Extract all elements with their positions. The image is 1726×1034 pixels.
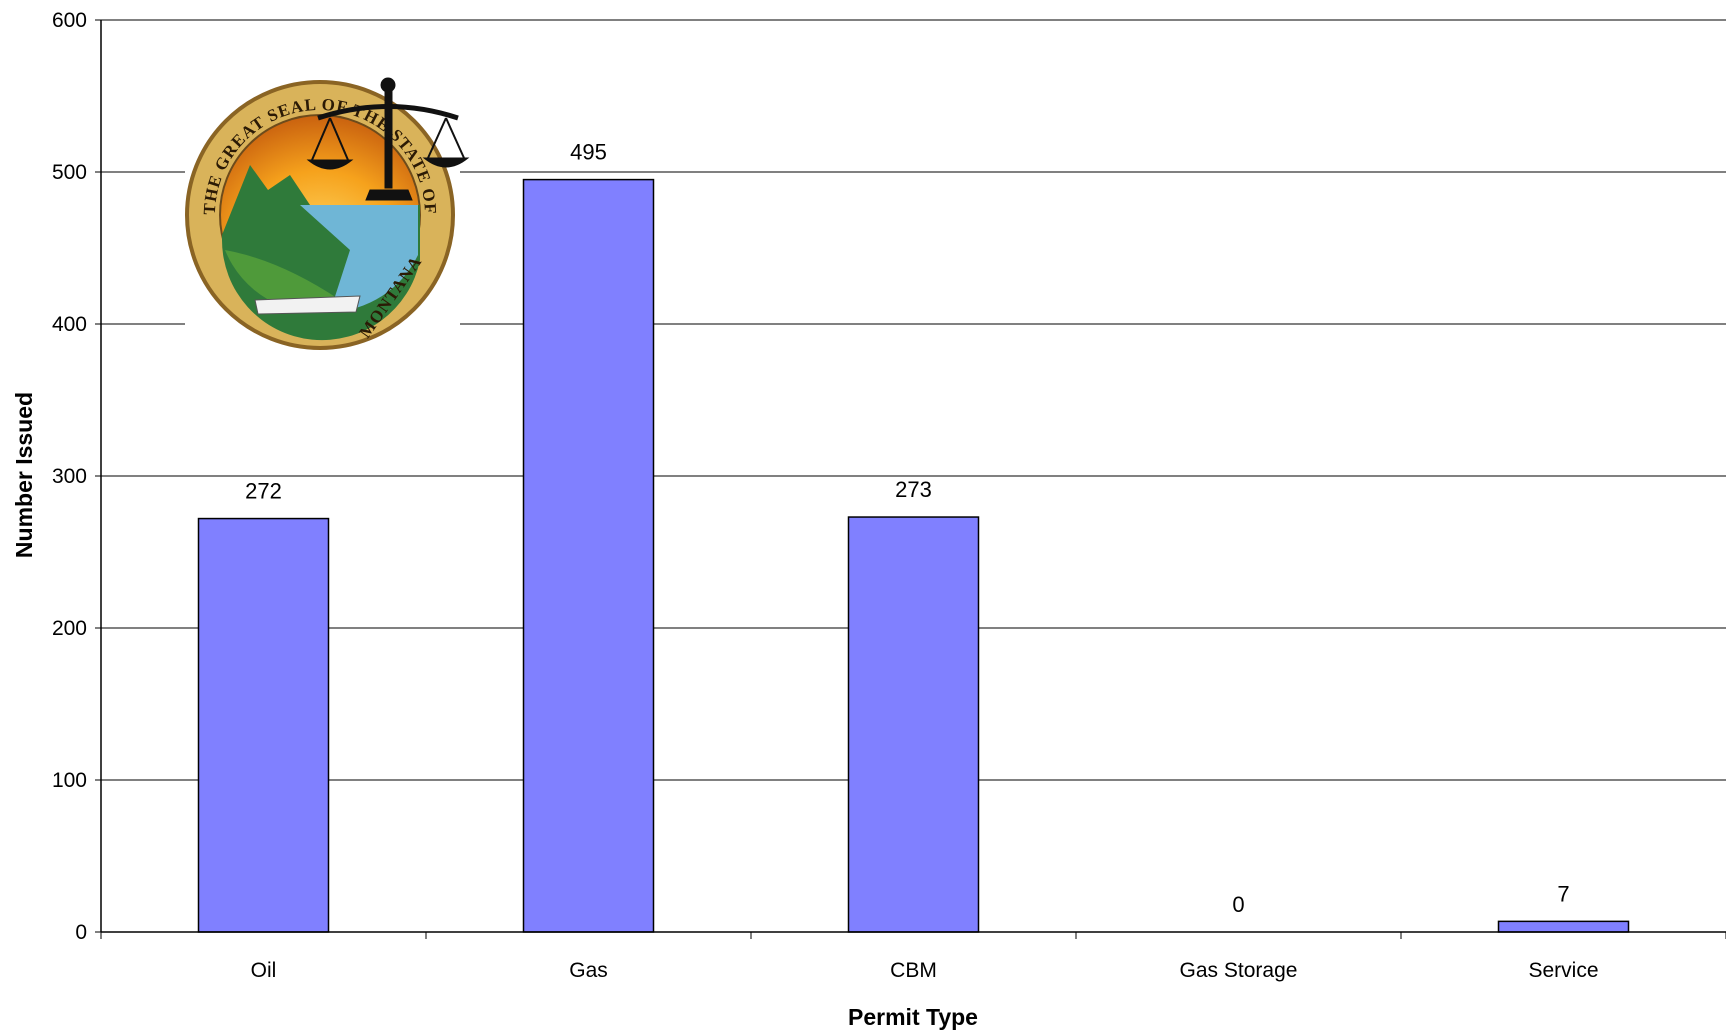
x-tick-label: Gas [569, 959, 608, 982]
y-tick-label: 600 [52, 9, 87, 32]
x-tick-label: Oil [251, 959, 277, 982]
y-tick-label: 300 [52, 465, 87, 488]
bar-oil [197, 517, 330, 933]
bars [197, 178, 1630, 933]
x-tick-label: Gas Storage [1180, 959, 1298, 982]
y-tick-label: 200 [52, 617, 87, 640]
y-tick-label: 400 [52, 313, 87, 336]
y-tick-label: 100 [52, 769, 87, 792]
y-tick-label: 0 [75, 921, 87, 944]
axes [95, 19, 1726, 939]
bar-service [1497, 920, 1630, 933]
data-label: 7 [1557, 881, 1569, 906]
x-tick-label: CBM [890, 959, 937, 982]
bar-gas [522, 178, 655, 933]
x-axis-title: Permit Type [848, 1004, 978, 1030]
y-axis-title: Number Issued [11, 392, 37, 558]
x-tick-label: Service [1528, 959, 1598, 982]
labels: 0 100 200 300 400 500 600 Oil 272 Gas 495 CBM 273 Gas… [52, 9, 1599, 982]
data-label: 495 [570, 140, 607, 165]
data-label: 273 [895, 477, 932, 502]
data-label: 0 [1232, 892, 1244, 917]
data-label: 272 [245, 479, 282, 504]
scales-of-justice-icon [306, 77, 470, 201]
bar-cbm [847, 516, 980, 933]
montana-seal-icon: THE GREAT SEAL OF THE STATE OF MONTANA [185, 70, 470, 360]
y-tick-label: 500 [52, 161, 87, 184]
